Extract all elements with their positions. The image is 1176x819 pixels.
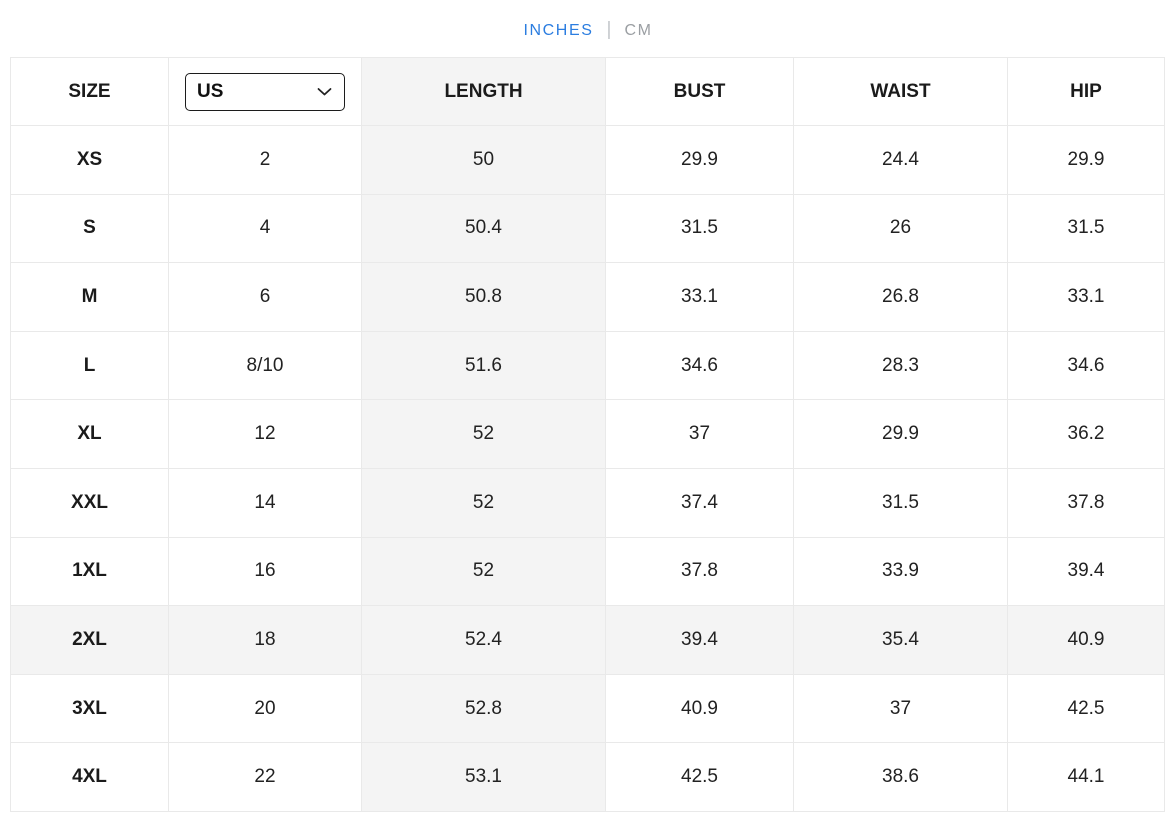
unit-toggle: INCHES | CM bbox=[0, 0, 1176, 57]
cell-3xl-us: 20 bbox=[168, 673, 362, 744]
table-row-l: L 8/10 51.6 34.6 28.3 34.6 bbox=[10, 330, 1165, 401]
cell-xs-length: 50 bbox=[361, 125, 606, 195]
cell-2xl-us: 18 bbox=[168, 605, 362, 675]
cell-1xl-size: 1XL bbox=[10, 536, 169, 607]
table-row-1xl: 1XL 16 52 37.8 33.9 39.4 bbox=[10, 536, 1165, 607]
cell-2xl-waist: 35.4 bbox=[793, 605, 1008, 675]
table-row-m: M 6 50.8 33.1 26.8 33.1 bbox=[10, 262, 1165, 332]
table-row-s: S 4 50.4 31.5 26 31.5 bbox=[10, 193, 1165, 264]
cell-s-length: 50.4 bbox=[361, 193, 606, 264]
unit-tab-cm[interactable]: CM bbox=[624, 21, 653, 39]
cell-1xl-length: 52 bbox=[361, 536, 606, 607]
cell-4xl-hip: 44.1 bbox=[1007, 742, 1165, 812]
cell-4xl-length: 53.1 bbox=[361, 742, 606, 812]
cell-xxl-size: XXL bbox=[10, 467, 169, 538]
cell-m-us: 6 bbox=[168, 262, 362, 332]
cell-3xl-bust: 40.9 bbox=[605, 673, 794, 744]
cell-xl-waist: 29.9 bbox=[793, 399, 1008, 469]
table-row-xxl: XXL 14 52 37.4 31.5 37.8 bbox=[10, 467, 1165, 538]
unit-tab-inches[interactable]: INCHES bbox=[523, 21, 594, 39]
cell-3xl-length: 52.8 bbox=[361, 673, 606, 744]
cell-3xl-waist: 37 bbox=[793, 673, 1008, 744]
table-row-xl: XL 12 52 37 29.9 36.2 bbox=[10, 399, 1165, 469]
cell-xs-us: 2 bbox=[168, 125, 362, 195]
cell-xxl-length: 52 bbox=[361, 467, 606, 538]
cell-s-bust: 31.5 bbox=[605, 193, 794, 264]
cell-1xl-us: 16 bbox=[168, 536, 362, 607]
column-header-waist: WAIST bbox=[793, 57, 1008, 126]
cell-s-size: S bbox=[10, 193, 169, 264]
cell-3xl-hip: 42.5 bbox=[1007, 673, 1165, 744]
table-row-4xl: 4XL 22 53.1 42.5 38.6 44.1 bbox=[10, 742, 1165, 812]
cell-m-waist: 26.8 bbox=[793, 262, 1008, 332]
cell-m-bust: 33.1 bbox=[605, 262, 794, 332]
cell-l-size: L bbox=[10, 330, 169, 401]
cell-l-bust: 34.6 bbox=[605, 330, 794, 401]
cell-xl-us: 12 bbox=[168, 399, 362, 469]
cell-l-waist: 28.3 bbox=[793, 330, 1008, 401]
cell-xl-length: 52 bbox=[361, 399, 606, 469]
cell-2xl-length: 52.4 bbox=[361, 605, 606, 675]
cell-xxl-us: 14 bbox=[168, 467, 362, 538]
cell-xs-waist: 24.4 bbox=[793, 125, 1008, 195]
cell-l-hip: 34.6 bbox=[1007, 330, 1165, 401]
table-header-row: SIZE US LENGTH BUST WAIST HIP bbox=[10, 57, 1165, 126]
cell-xxl-waist: 31.5 bbox=[793, 467, 1008, 538]
column-header-us: US bbox=[168, 57, 362, 126]
table-row-3xl: 3XL 20 52.8 40.9 37 42.5 bbox=[10, 673, 1165, 744]
cell-1xl-bust: 37.8 bbox=[605, 536, 794, 607]
cell-s-hip: 31.5 bbox=[1007, 193, 1165, 264]
cell-l-us: 8/10 bbox=[168, 330, 362, 401]
cell-xs-hip: 29.9 bbox=[1007, 125, 1165, 195]
cell-1xl-hip: 39.4 bbox=[1007, 536, 1165, 607]
cell-4xl-waist: 38.6 bbox=[793, 742, 1008, 812]
cell-s-us: 4 bbox=[168, 193, 362, 264]
cell-4xl-bust: 42.5 bbox=[605, 742, 794, 812]
cell-xs-size: XS bbox=[10, 125, 169, 195]
cell-l-length: 51.6 bbox=[361, 330, 606, 401]
cell-xl-hip: 36.2 bbox=[1007, 399, 1165, 469]
column-header-bust: BUST bbox=[605, 57, 794, 126]
cell-xxl-hip: 37.8 bbox=[1007, 467, 1165, 538]
cell-xs-bust: 29.9 bbox=[605, 125, 794, 195]
column-header-length: LENGTH bbox=[361, 57, 606, 126]
cell-3xl-size: 3XL bbox=[10, 673, 169, 744]
cell-2xl-hip: 40.9 bbox=[1007, 605, 1165, 675]
cell-xl-bust: 37 bbox=[605, 399, 794, 469]
cell-xl-size: XL bbox=[10, 399, 169, 469]
cell-m-hip: 33.1 bbox=[1007, 262, 1165, 332]
cell-1xl-waist: 33.9 bbox=[793, 536, 1008, 607]
table-row-2xl: 2XL 18 52.4 39.4 35.4 40.9 bbox=[10, 605, 1165, 675]
cell-4xl-us: 22 bbox=[168, 742, 362, 812]
cell-s-waist: 26 bbox=[793, 193, 1008, 264]
cell-m-length: 50.8 bbox=[361, 262, 606, 332]
cell-m-size: M bbox=[10, 262, 169, 332]
cell-4xl-size: 4XL bbox=[10, 742, 169, 812]
cell-2xl-size: 2XL bbox=[10, 605, 169, 675]
column-header-size: SIZE bbox=[10, 57, 169, 126]
unit-toggle-divider: | bbox=[606, 19, 612, 40]
size-system-select[interactable]: US bbox=[185, 72, 345, 111]
cell-2xl-bust: 39.4 bbox=[605, 605, 794, 675]
size-chart-table: SIZE US LENGTH BUST WAIST HIP XS 2 50 29.9 24.4 29… bbox=[10, 57, 1165, 812]
size-system-select-wrap: US bbox=[185, 72, 345, 111]
column-header-hip: HIP bbox=[1007, 57, 1165, 126]
table-row-xs: XS 2 50 29.9 24.4 29.9 bbox=[10, 125, 1165, 195]
cell-xxl-bust: 37.4 bbox=[605, 467, 794, 538]
